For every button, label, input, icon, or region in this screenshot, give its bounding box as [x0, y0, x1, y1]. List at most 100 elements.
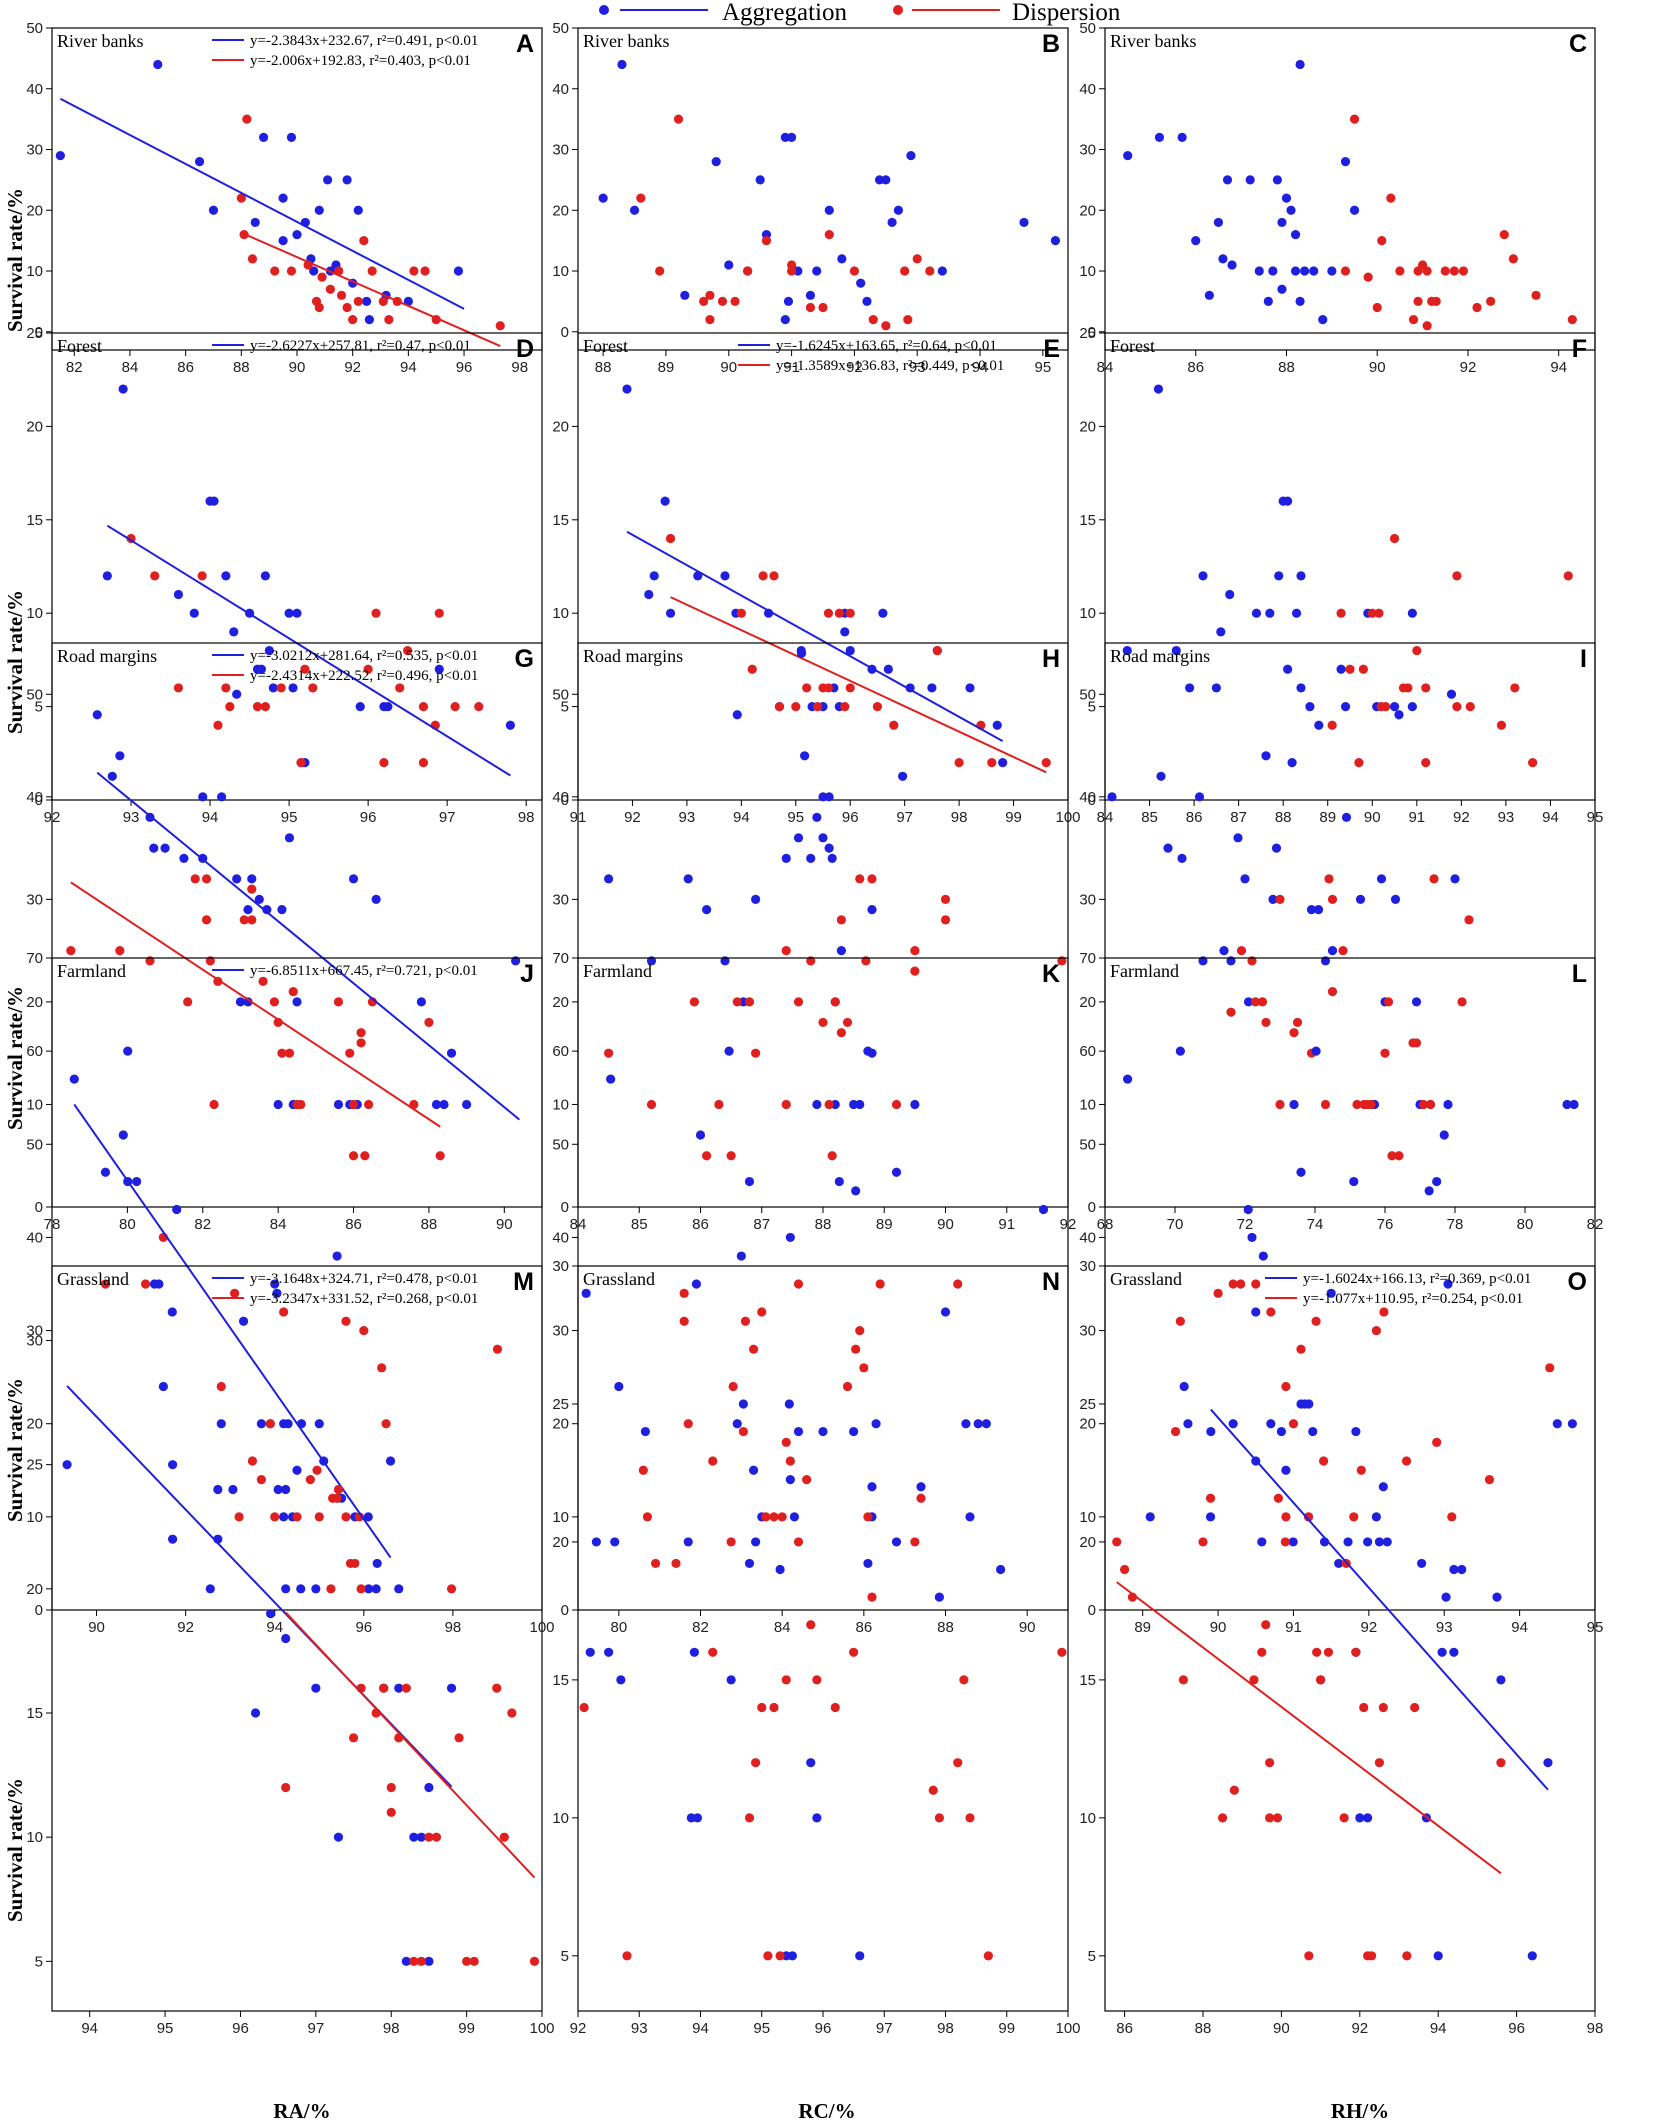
x-tick-label: 94 — [972, 359, 989, 376]
x-tick-label: 84 — [774, 1619, 791, 1636]
aggregation-point — [1227, 260, 1237, 270]
aggregation-point — [353, 205, 363, 215]
aggregation-point — [1289, 1099, 1299, 1110]
aggregation-point — [1349, 1176, 1359, 1187]
dispersion-point — [1250, 997, 1261, 1007]
dispersion-point — [1349, 114, 1360, 124]
aggregation-point — [622, 384, 632, 394]
y-axis-title-row4: Survival rate/% — [3, 1378, 27, 1522]
dispersion-point — [1383, 997, 1394, 1007]
legend-aggregation-label: Aggregation — [722, 0, 847, 26]
dispersion-point — [1510, 683, 1520, 693]
x-tick-label: 94 — [733, 809, 750, 826]
aggregation-point — [69, 1074, 79, 1084]
aggregation-point — [1107, 792, 1117, 802]
aggregation-point — [1122, 645, 1132, 656]
dispersion-point — [345, 1048, 355, 1058]
aggregation-point — [751, 894, 761, 904]
y-tick-label: 70 — [26, 950, 43, 967]
x-tick-label: 92 — [570, 2020, 587, 2037]
dispersion-point — [910, 966, 920, 976]
aggregation-fit-equation: y=-6.8511x+667.45, r²=0.721, p<0.01 — [250, 963, 478, 979]
aggregation-point — [1441, 1592, 1451, 1602]
aggregation-point — [724, 260, 734, 270]
y-tick-label: 60 — [552, 1043, 569, 1060]
x-tick-label: 92 — [344, 359, 361, 376]
aggregation-point — [1382, 1537, 1392, 1547]
dispersion-point — [1288, 1419, 1299, 1429]
y-tick-label: 50 — [1079, 686, 1096, 703]
x-tick-label: 88 — [1275, 809, 1292, 826]
dispersion-point — [341, 1316, 351, 1326]
dispersion-point — [916, 1493, 926, 1503]
plot-frame — [577, 27, 1069, 351]
dispersion-point — [317, 272, 327, 282]
aggregation-point — [781, 853, 791, 863]
aggregation-point — [342, 175, 352, 185]
aggregation-point — [172, 1204, 182, 1215]
aggregation-point — [824, 843, 834, 853]
x-tick-label: 91 — [1285, 1619, 1302, 1636]
aggregation-point — [1527, 1951, 1537, 1961]
dispersion-point — [622, 1951, 632, 1961]
x-tick-label: 97 — [896, 809, 913, 826]
dispersion-point — [717, 296, 728, 306]
dispersion-point — [1496, 720, 1507, 730]
aggregation-point — [806, 853, 816, 863]
dispersion-point — [842, 1381, 853, 1392]
dispersion-point — [247, 254, 258, 264]
x-tick-label: 86 — [177, 359, 194, 376]
x-tick-label: 90 — [496, 1216, 513, 1233]
y-tick-label: 25 — [1079, 1396, 1096, 1413]
dispersion-point — [1226, 1007, 1236, 1017]
aggregation-point — [996, 1564, 1006, 1575]
dispersion-point — [673, 114, 684, 124]
dispersion-point — [1312, 1647, 1322, 1657]
aggregation-point — [266, 1609, 276, 1619]
aggregation-point — [371, 894, 381, 904]
aggregation-point — [284, 833, 295, 843]
aggregation-point — [834, 1176, 844, 1187]
aggregation-point — [292, 1465, 302, 1475]
x-tick-label: 91 — [998, 1216, 1015, 1233]
y-tick-label: 25 — [1079, 325, 1096, 342]
aggregation-point — [221, 571, 231, 581]
aggregation-point — [132, 1176, 142, 1187]
y-tick-label: 40 — [1079, 81, 1096, 98]
aggregation-point — [724, 1046, 734, 1056]
aggregation-point — [973, 1419, 983, 1429]
x-tick-label: 94 — [1430, 2020, 1447, 2037]
y-tick-label: 60 — [1079, 1043, 1096, 1060]
dispersion-point — [954, 758, 964, 768]
y-tick-label: 0 — [1088, 792, 1096, 809]
dispersion-point — [424, 1017, 434, 1028]
y-tick-label: 30 — [26, 1333, 43, 1350]
aggregation-point — [260, 571, 270, 581]
dispersion-point — [281, 1782, 291, 1793]
dispersion-point — [1377, 236, 1387, 246]
x-tick-label: 89 — [658, 359, 675, 376]
aggregation-point — [1216, 627, 1226, 637]
y-tick-label: 20 — [552, 418, 569, 435]
y-tick-label: 20 — [26, 994, 43, 1011]
y-tick-label: 30 — [552, 142, 569, 159]
x-tick-label: 90 — [88, 1619, 105, 1636]
aggregation-point — [401, 1956, 411, 1966]
aggregation-point — [209, 496, 219, 506]
x-tick-label: 96 — [815, 2020, 832, 2037]
aggregation-point — [1374, 1537, 1384, 1547]
dispersion-fit-line — [70, 881, 441, 1128]
aggregation-point — [1171, 645, 1181, 656]
aggregation-point — [281, 1633, 291, 1644]
axis-titles: Survival rate/% Survival rate/% Survival… — [3, 188, 1389, 2123]
x-tick-label: 90 — [1210, 1619, 1227, 1636]
dispersion-fit-line — [284, 1611, 536, 1879]
aggregation-point — [1287, 758, 1297, 768]
dispersion-point — [353, 296, 363, 306]
aggregation-point — [123, 1046, 133, 1056]
aggregation-point — [277, 905, 287, 915]
panel-letter: K — [1042, 960, 1060, 988]
aggregation-point — [1263, 296, 1273, 306]
